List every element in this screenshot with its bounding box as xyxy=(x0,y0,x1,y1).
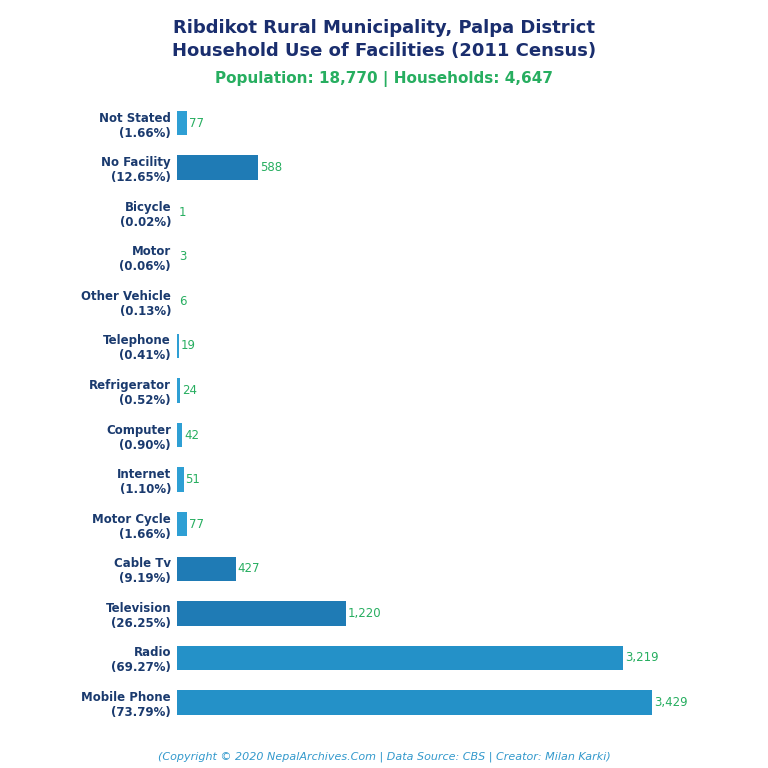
Text: 427: 427 xyxy=(237,562,260,575)
Text: 19: 19 xyxy=(181,339,196,353)
Text: 77: 77 xyxy=(189,518,204,531)
Text: 51: 51 xyxy=(185,473,200,486)
Bar xyxy=(177,423,183,447)
Text: 42: 42 xyxy=(184,429,199,442)
Text: 3: 3 xyxy=(179,250,186,263)
Bar xyxy=(177,333,179,358)
Bar xyxy=(177,557,236,581)
Text: 77: 77 xyxy=(189,117,204,130)
Text: 24: 24 xyxy=(182,384,197,397)
Text: Ribdikot Rural Municipality, Palpa District: Ribdikot Rural Municipality, Palpa Distr… xyxy=(173,19,595,37)
Bar xyxy=(177,646,624,670)
Bar xyxy=(177,379,180,402)
Bar xyxy=(177,155,258,180)
Bar xyxy=(177,111,187,135)
Text: 3,429: 3,429 xyxy=(654,696,687,709)
Text: 1: 1 xyxy=(178,206,186,219)
Text: Household Use of Facilities (2011 Census): Household Use of Facilities (2011 Census… xyxy=(172,42,596,60)
Text: 1,220: 1,220 xyxy=(348,607,381,620)
Text: 588: 588 xyxy=(260,161,282,174)
Text: 6: 6 xyxy=(179,295,187,308)
Bar xyxy=(177,690,652,715)
Text: (Copyright © 2020 NepalArchives.Com | Data Source: CBS | Creator: Milan Karki): (Copyright © 2020 NepalArchives.Com | Da… xyxy=(157,751,611,762)
Text: Population: 18,770 | Households: 4,647: Population: 18,770 | Households: 4,647 xyxy=(215,71,553,87)
Bar xyxy=(177,468,184,492)
Text: 3,219: 3,219 xyxy=(625,651,658,664)
Bar xyxy=(177,601,346,626)
Bar xyxy=(177,512,187,537)
